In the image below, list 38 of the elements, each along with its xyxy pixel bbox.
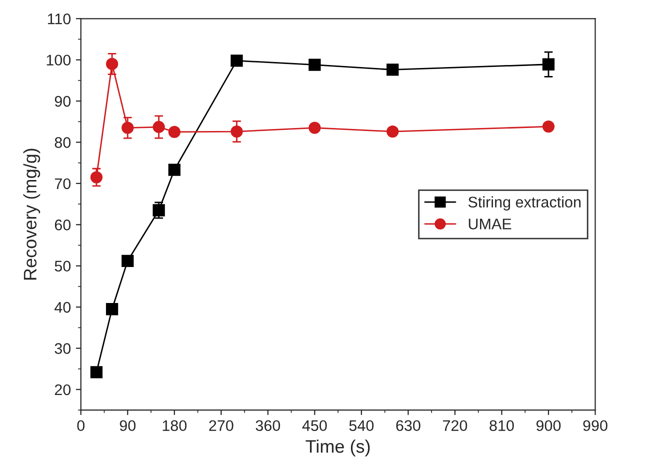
x-tick-label: 90 <box>120 420 136 432</box>
legend-label: UMAE <box>468 218 512 230</box>
point <box>106 58 118 70</box>
x-tick-label: 540 <box>349 420 374 432</box>
x-tick-label: 360 <box>256 420 280 432</box>
x-tick-label: 900 <box>536 420 561 432</box>
y-tick-label: 30 <box>54 343 71 354</box>
x-tick-label: 720 <box>443 420 468 432</box>
y-tick-label: 100 <box>46 54 71 66</box>
point <box>168 126 180 138</box>
x-tick-label: 630 <box>396 420 420 432</box>
y-tick-label: 110 <box>48 14 71 24</box>
y-tick-label: 80 <box>54 137 71 148</box>
point <box>308 58 321 71</box>
y-tick-label: 50 <box>54 260 71 272</box>
point <box>152 204 165 216</box>
x-tick-label: 0 <box>77 420 85 432</box>
y-axis-title: Recovery (mg/g) <box>23 148 40 280</box>
y-tick-label: 20 <box>54 384 71 396</box>
point <box>90 366 103 378</box>
x-tick-label: 450 <box>302 420 327 432</box>
legend-label: Stiring extraction <box>468 196 581 211</box>
x-tick-label: 270 <box>209 420 234 432</box>
point <box>386 64 399 76</box>
x-tick-label: 990 <box>583 420 608 432</box>
point <box>542 120 555 133</box>
y-tick-label: 40 <box>54 302 71 313</box>
point <box>542 58 555 70</box>
point <box>90 171 103 184</box>
y-tick-label: 70 <box>54 178 71 190</box>
y-tick-label: 90 <box>54 96 71 107</box>
x-axis-title: Time (s) <box>306 440 370 456</box>
point <box>122 254 134 267</box>
point <box>168 164 180 176</box>
y-tick-label: 60 <box>54 220 71 230</box>
x-tick-label: 810 <box>490 420 514 432</box>
point <box>230 54 243 67</box>
x-tick-label: 180 <box>162 420 187 432</box>
